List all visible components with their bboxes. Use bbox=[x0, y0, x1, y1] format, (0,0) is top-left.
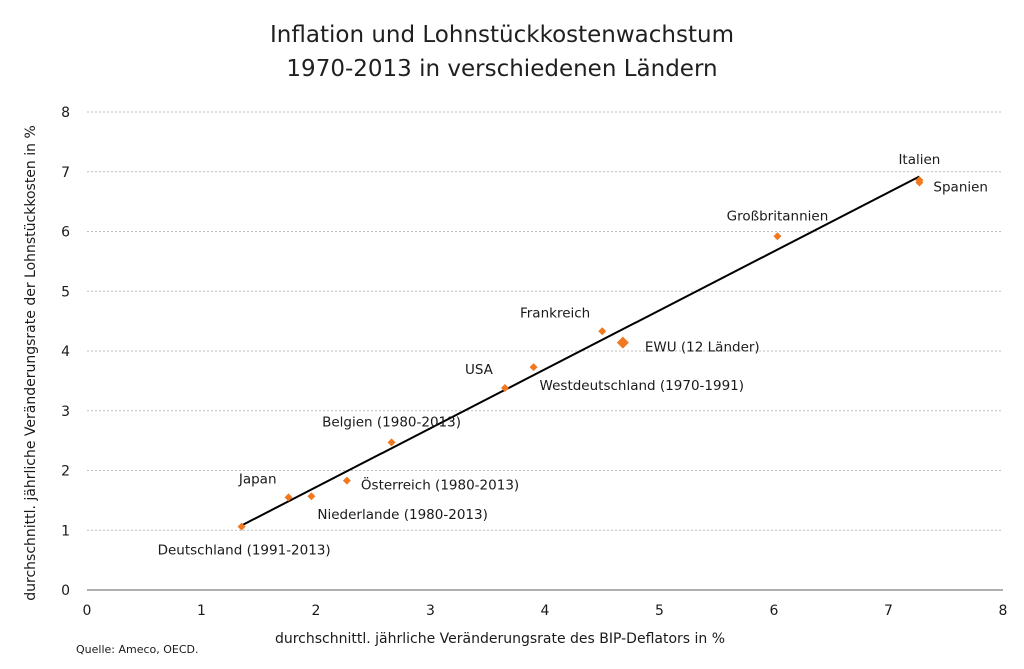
data-point-marker bbox=[598, 327, 607, 336]
y-tick-label: 3 bbox=[61, 404, 70, 420]
chart-title-line-1: Inflation und Lohnstückkostenwachstum bbox=[270, 22, 734, 48]
point-label: EWU (12 Länder) bbox=[645, 340, 760, 356]
y-tick-label: 2 bbox=[61, 464, 70, 480]
x-tick-label: 8 bbox=[999, 603, 1008, 619]
chart-title: Inflation und Lohnstückkostenwachstum 19… bbox=[0, 18, 1004, 86]
x-tick-label: 4 bbox=[541, 603, 550, 619]
point-label: Japan bbox=[238, 471, 277, 487]
data-point-marker bbox=[500, 384, 509, 393]
gridlines bbox=[87, 111, 1003, 591]
data-point-marker bbox=[284, 493, 293, 502]
y-tick-label: 4 bbox=[61, 344, 70, 360]
point-label: Italien bbox=[898, 152, 940, 168]
point-label: Westdeutschland (1970-1991) bbox=[540, 378, 744, 394]
data-point-marker bbox=[773, 232, 782, 241]
x-axis-label: durchschnittl. jährliche Veränderungsrat… bbox=[275, 631, 725, 647]
x-tick-label: 6 bbox=[770, 603, 779, 619]
data-point-marker bbox=[529, 363, 538, 372]
y-tick-label: 5 bbox=[61, 284, 70, 300]
data-points bbox=[237, 176, 924, 531]
trend-line bbox=[241, 175, 920, 527]
chart-title-line-2: 1970-2013 in verschiedenen Ländern bbox=[286, 56, 718, 82]
y-tick-labels: 0 1 2 3 4 5 6 7 8 bbox=[61, 105, 70, 599]
x-tick-label: 3 bbox=[426, 603, 435, 619]
source-note: Quelle: Ameco, OECD. bbox=[76, 643, 199, 656]
point-label: Deutschland (1991-2013) bbox=[158, 543, 331, 559]
point-labels: Deutschland (1991-2013) Japan Niederlande … bbox=[158, 152, 988, 559]
y-axis-label: durchschnittl. jährliche Veränderungsrat… bbox=[23, 125, 39, 601]
point-label: Frankreich bbox=[520, 305, 590, 321]
x-tick-label: 2 bbox=[312, 603, 321, 619]
point-label: Niederlande (1980-2013) bbox=[317, 507, 487, 523]
x-tick-label: 7 bbox=[884, 603, 893, 619]
data-point-marker bbox=[237, 522, 246, 531]
point-label: Österreich (1980-2013) bbox=[361, 476, 519, 494]
x-tick-label: 0 bbox=[83, 603, 92, 619]
data-point-marker bbox=[387, 438, 396, 447]
y-tick-label: 8 bbox=[61, 105, 70, 121]
data-point-marker bbox=[915, 178, 924, 187]
y-tick-label: 7 bbox=[61, 165, 70, 181]
y-tick-label: 0 bbox=[61, 583, 70, 599]
x-tick-label: 5 bbox=[655, 603, 664, 619]
data-point-marker bbox=[307, 492, 316, 501]
x-tick-labels: 0 1 2 3 4 5 6 7 8 bbox=[83, 603, 1008, 619]
y-tick-label: 1 bbox=[61, 523, 70, 539]
point-label: Belgien (1980-2013) bbox=[322, 414, 461, 430]
y-tick-label: 6 bbox=[61, 225, 70, 241]
x-tick-label: 1 bbox=[197, 603, 206, 619]
data-point-marker bbox=[616, 336, 629, 349]
point-label: Großbritannien bbox=[727, 208, 829, 224]
data-point-marker bbox=[342, 476, 351, 485]
point-label: Spanien bbox=[933, 180, 988, 196]
point-label: USA bbox=[465, 362, 494, 378]
